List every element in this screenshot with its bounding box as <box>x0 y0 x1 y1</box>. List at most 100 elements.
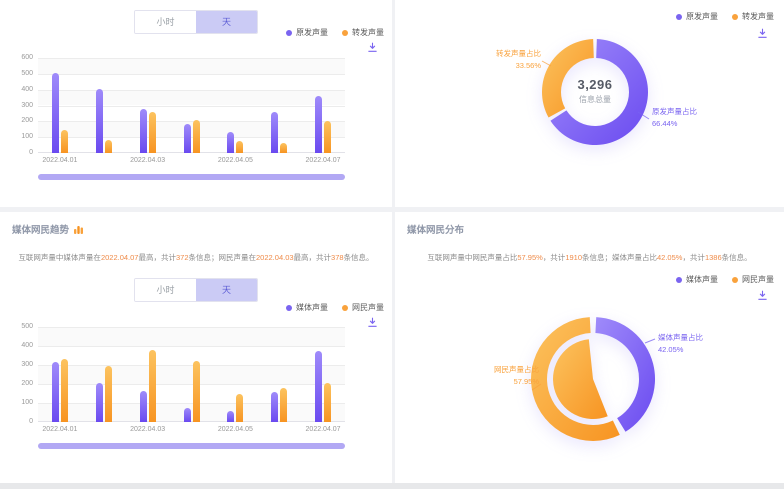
legend-dot-orange <box>342 304 348 311</box>
gridline <box>38 365 345 366</box>
legend-dot-purple <box>676 276 682 283</box>
y-axis-tick-label: 0 <box>29 149 33 156</box>
bar-原发声量-2022.04.02[interactable] <box>95 88 103 153</box>
legend-item-netizen[interactable]: 网民声量 <box>342 302 384 313</box>
bar-原发声量-2022.04.05[interactable] <box>227 132 235 153</box>
bar-网民声量-2022.04.07[interactable] <box>324 383 332 422</box>
x-axis-tick-label: 2022.04.03 <box>130 157 166 164</box>
download-icon[interactable] <box>367 317 378 328</box>
bar-chart-media-netizen-trend[interactable]: 0 100 200 300 400 500 2022.04.01 2022.04.03 2022… <box>21 323 345 433</box>
donut-slice-原发声量占比[interactable] <box>550 39 649 145</box>
bar-媒体声量-2022.04.07[interactable] <box>315 351 323 422</box>
y-axis-tick-label: 200 <box>21 380 33 387</box>
summary-text: 最高，共计 <box>293 253 332 262</box>
bar-媒体声量-2022.04.01[interactable] <box>51 362 59 422</box>
bar-网民声量-2022.04.06[interactable] <box>280 387 288 422</box>
legend-label: 原发声量 <box>686 12 718 21</box>
bar-媒体声量-2022.04.04[interactable] <box>183 407 191 422</box>
toggle-day-button[interactable]: 天 <box>196 11 257 33</box>
summary-text: 条信息。 <box>343 253 374 262</box>
bar-转发声量-2022.04.01[interactable] <box>60 130 68 153</box>
legend-item-original[interactable]: 原发声量 <box>286 27 328 38</box>
y-axis-tick-label: 100 <box>21 133 33 141</box>
gridline <box>38 403 345 404</box>
legend-item-media[interactable]: 媒体声量 <box>286 302 328 313</box>
y-axis-tick-label: 300 <box>21 361 33 368</box>
bottom-window-edge <box>0 483 784 489</box>
x-axis-tick-label: 2022.04.05 <box>217 426 253 433</box>
donut-inner-sector-网民声量占比[interactable] <box>553 339 608 419</box>
summary-text: 条信息；网民声量在 <box>188 253 257 262</box>
donut-slice-媒体声量占比[interactable] <box>595 317 656 432</box>
slice-label-value: 57.95% <box>513 376 539 386</box>
legend-item-media[interactable]: 媒体声量 <box>676 274 718 285</box>
bar-原发声量-2022.04.01[interactable] <box>51 73 59 153</box>
bar-原发声量-2022.04.07[interactable] <box>315 96 323 153</box>
toggle-day-button[interactable]: 天 <box>196 279 257 301</box>
panel-title-text: 媒体网民分布 <box>407 225 465 236</box>
bar-网民声量-2022.04.02[interactable] <box>104 365 112 422</box>
bar-媒体声量-2022.04.02[interactable] <box>95 383 103 422</box>
legend-dot-orange <box>732 13 738 20</box>
bar-转发声量-2022.04.03[interactable] <box>148 111 156 153</box>
legend-item-netizen[interactable]: 网民声量 <box>732 274 774 285</box>
bar-媒体声量-2022.04.03[interactable] <box>139 390 147 422</box>
legend-label: 媒体声量 <box>296 303 328 312</box>
gridline <box>38 137 345 139</box>
bar-转发声量-2022.04.06[interactable] <box>280 142 288 153</box>
summary-text: ，共计 <box>542 253 566 262</box>
panel-media-netizen-distribution: 媒体网民分布 互联网声量中网民声量占比57.95%，共计1910条信息；媒体声量… <box>395 212 784 483</box>
x-axis-tick-label: 2022.04.05 <box>217 157 253 164</box>
bar-网民声量-2022.04.04[interactable] <box>192 361 200 422</box>
x-axis-line <box>38 152 345 153</box>
bar-转发声量-2022.04.04[interactable] <box>192 119 200 153</box>
toggle-hour-button[interactable]: 小时 <box>135 11 196 33</box>
bar-转发声量-2022.04.07[interactable] <box>324 120 332 153</box>
bar-转发声量-2022.04.05[interactable] <box>236 141 244 153</box>
chart-zoom-slider[interactable] <box>38 443 345 449</box>
horizontal-divider <box>0 207 784 212</box>
bar-网民声量-2022.04.05[interactable] <box>236 393 244 422</box>
bar-媒体声量-2022.04.06[interactable] <box>271 391 279 422</box>
legend-item-repost[interactable]: 转发声量 <box>342 27 384 38</box>
legend-item-repost[interactable]: 转发声量 <box>732 11 774 22</box>
legend-dot-orange <box>342 29 348 36</box>
bar-媒体声量-2022.04.05[interactable] <box>227 410 235 422</box>
bar-chart-volume-trend[interactable]: 0 100 200 300 400 500 600 2022.04.01 2022.04.03 2… <box>21 54 345 164</box>
panel-media-netizen-trend: 媒体网民趋势 互联网声量中媒体声量在2022.04.07最高，共计372条信息；… <box>0 212 392 483</box>
x-axis-tick-label: 2022.04.07 <box>305 157 341 164</box>
donut-chart-media-netizen-distribution[interactable] <box>395 212 784 483</box>
bar-网民声量-2022.04.03[interactable] <box>148 350 156 422</box>
total-volume-value: 3,296 <box>577 77 613 92</box>
donut-chart-volume-distribution[interactable] <box>395 0 784 207</box>
gridline <box>38 89 345 91</box>
bar-原发声量-2022.04.03[interactable] <box>139 108 147 153</box>
donut-slice-转发声量占比[interactable] <box>541 39 594 118</box>
download-icon[interactable] <box>757 290 768 301</box>
legend-item-original[interactable]: 原发声量 <box>676 11 718 22</box>
summary-text: 互联网声量中媒体声量在 <box>18 253 101 262</box>
chart-zoom-slider[interactable] <box>38 174 345 180</box>
panel-title-distribution: 媒体网民分布 <box>407 222 464 236</box>
toggle-hour-button[interactable]: 小时 <box>135 279 196 301</box>
bar-原发声量-2022.04.06[interactable] <box>271 111 279 153</box>
donut-slice-网民声量占比[interactable] <box>531 317 620 441</box>
bar-网民声量-2022.04.01[interactable] <box>60 359 68 422</box>
slice-label-text: 原发声量占比 <box>652 107 697 116</box>
summary-highlight: 42.05% <box>657 253 683 262</box>
grid-band <box>38 403 345 422</box>
y-axis-tick-label: 200 <box>21 117 33 125</box>
trend-summary-text: 互联网声量中媒体声量在2022.04.07最高，共计372条信息；网民声量在20… <box>8 252 384 263</box>
download-icon[interactable] <box>757 28 768 39</box>
summary-highlight: 1910 <box>565 253 582 262</box>
download-icon[interactable] <box>367 42 378 53</box>
bar-原发声量-2022.04.04[interactable] <box>183 123 191 153</box>
summary-highlight: 378 <box>331 253 344 262</box>
bar-转发声量-2022.04.02[interactable] <box>104 139 112 153</box>
slice-label-value: 33.56% <box>515 60 541 70</box>
donut-center-label: 3,296 信息总量 <box>555 77 635 105</box>
summary-text: 条信息；媒体声量占比 <box>582 253 657 262</box>
y-axis-tick-label: 400 <box>21 342 33 349</box>
panel-title-text: 媒体网民趋势 <box>12 225 70 236</box>
gridline <box>38 346 345 347</box>
